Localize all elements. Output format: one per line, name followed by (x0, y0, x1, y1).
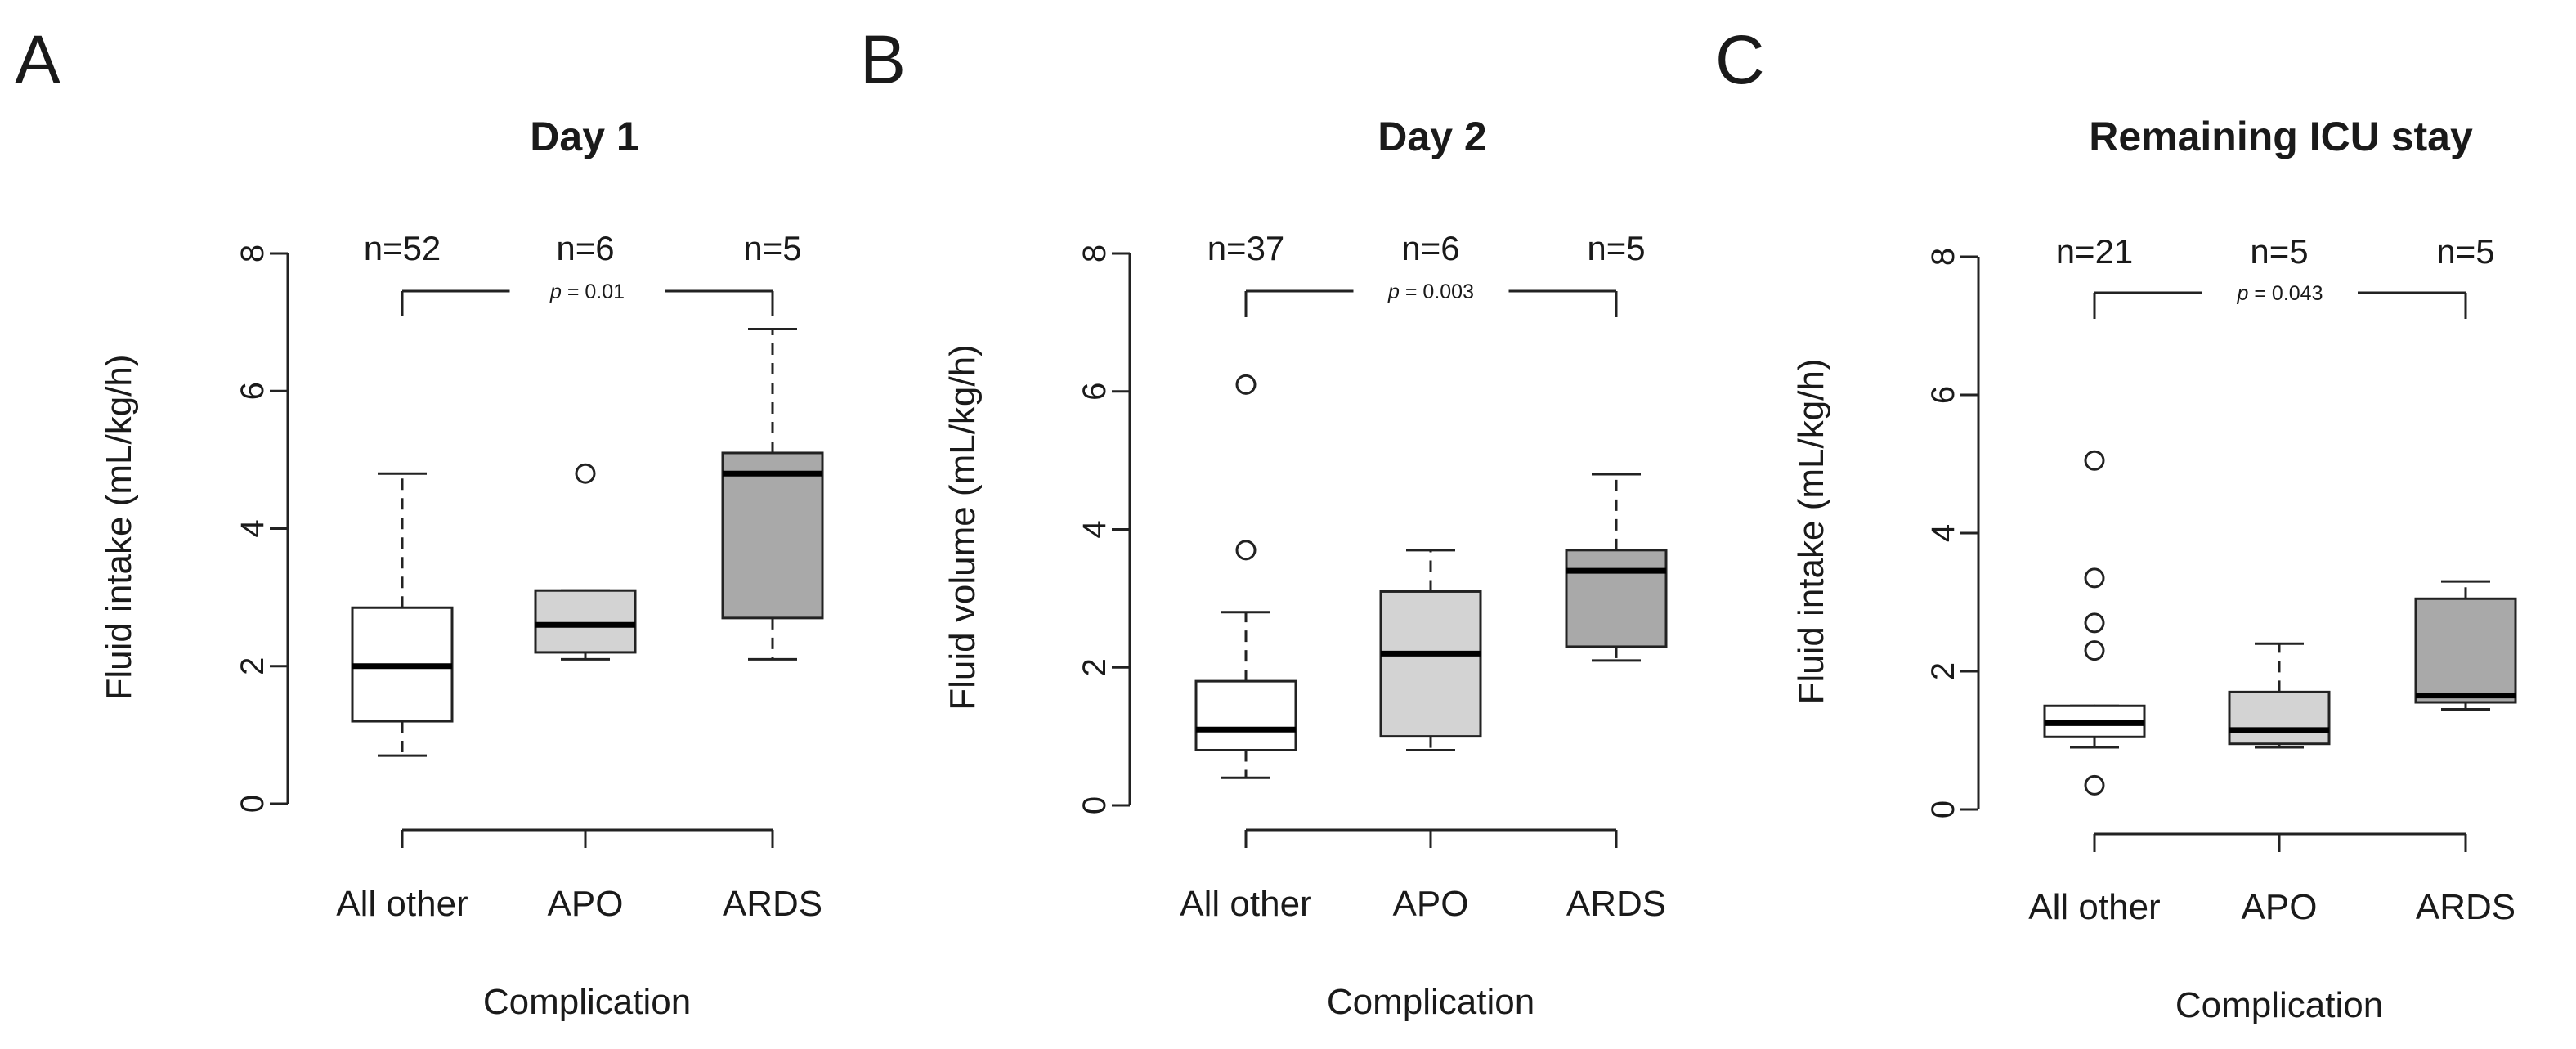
y-tick-label: 2 (1925, 662, 1961, 680)
outlier-point (1235, 540, 1257, 561)
box-ards (1565, 473, 1668, 662)
y-axis: 0 2 4 6 8 (235, 244, 289, 813)
significance-bracket: p = 0.043 (2093, 282, 2467, 319)
box-all-other (1194, 374, 1297, 779)
significance-bracket: p = 0.01 (401, 280, 774, 316)
box-all-other (351, 472, 454, 757)
x-tick-label: APO (1393, 884, 1469, 924)
x-axis: All other APO ARDS (336, 828, 822, 924)
y-tick-label: 0 (1925, 800, 1961, 818)
y-tick-label: 4 (1077, 520, 1113, 538)
sample-size-label: n=5 (743, 229, 801, 267)
sample-size-label: n=52 (364, 229, 441, 267)
x-axis-title: Complication (1327, 982, 1534, 1022)
boxes (2043, 450, 2517, 796)
chart-title: Remaining ICU stay (2089, 114, 2473, 159)
significance-bracket: p = 0.003 (1244, 280, 1618, 317)
sample-size-label: n=6 (1401, 229, 1459, 267)
box-apo (534, 463, 637, 661)
y-tick-label: 2 (1077, 658, 1113, 676)
y-tick-label: 2 (235, 657, 271, 675)
sample-size-labels: n=21 n=5 n=5 (2056, 232, 2495, 271)
x-axis: All other APO ARDS (2028, 832, 2516, 927)
sample-size-label: n=6 (556, 229, 614, 267)
x-tick-label: ARDS (2416, 887, 2516, 927)
x-tick-label: All other (1180, 884, 1311, 924)
x-axis-title: Complication (2175, 985, 2383, 1025)
p-value: = 0.043 (2254, 282, 2323, 305)
y-tick-label: 0 (235, 795, 271, 813)
x-tick-label: ARDS (1566, 884, 1666, 924)
panel-a: A Day 1 Fluid intake (mL/kg/h) Complicat… (15, 21, 824, 1022)
y-axis-title: Fluid intake (mL/kg/h) (99, 354, 139, 700)
p-symbol: p (1387, 280, 1405, 303)
box-apo (2228, 642, 2331, 749)
outlier-point (2084, 774, 2105, 796)
y-axis-title: Fluid volume (mL/kg/h) (943, 344, 983, 710)
iqr-box (534, 589, 637, 654)
y-tick-label: 4 (235, 519, 271, 537)
y-axis-title: Fluid intake (mL/kg/h) (1791, 358, 1831, 704)
p-value-label: p = 0.01 (549, 280, 625, 303)
p-symbol: p (549, 280, 567, 303)
boxes (351, 328, 824, 757)
sample-size-labels: n=52 n=6 n=5 (364, 229, 802, 267)
outlier-point (575, 463, 596, 484)
p-value: = 0.01 (567, 280, 625, 303)
sample-size-label: n=37 (1207, 229, 1285, 267)
y-tick-label: 6 (1925, 386, 1961, 404)
x-tick-label: All other (336, 884, 468, 924)
outlier-point (2084, 612, 2105, 634)
y-tick-label: 8 (235, 244, 271, 262)
sample-size-label: n=5 (2250, 232, 2308, 271)
p-symbol: p (2237, 282, 2255, 305)
x-tick-label: ARDS (723, 884, 822, 924)
sample-size-labels: n=37 n=6 n=5 (1207, 229, 1646, 267)
y-tick-label: 4 (1925, 524, 1961, 542)
x-tick-label: All other (2028, 887, 2160, 927)
y-axis: 0 2 4 6 8 (1077, 244, 1131, 814)
iqr-box (2414, 597, 2517, 704)
panel-letter: C (1715, 21, 1765, 98)
x-axis: All other APO ARDS (1180, 828, 1666, 924)
p-value-label: p = 0.043 (2237, 282, 2323, 305)
iqr-box (2228, 690, 2331, 746)
y-tick-label: 8 (1925, 248, 1961, 266)
box-all-other (2043, 450, 2146, 796)
sample-size-label: n=21 (2056, 232, 2134, 271)
p-value-label: p = 0.003 (1387, 280, 1474, 303)
panel-letter: B (860, 21, 906, 98)
chart-title: Day 1 (530, 114, 638, 159)
outlier-point (2084, 450, 2105, 471)
y-tick-label: 8 (1077, 244, 1113, 262)
iqr-box (721, 451, 824, 620)
iqr-box (1565, 549, 1668, 648)
boxes (1194, 374, 1668, 779)
outlier-point (1235, 374, 1257, 395)
iqr-box (1194, 679, 1297, 751)
outlier-point (2084, 567, 2105, 589)
box-ards (2414, 580, 2517, 711)
y-tick-label: 6 (235, 382, 271, 400)
panel-letter: A (15, 21, 60, 98)
iqr-box (1379, 590, 1482, 738)
box-apo (1379, 549, 1482, 751)
x-tick-label: APO (2242, 887, 2318, 927)
x-axis-title: Complication (483, 982, 691, 1022)
outlier-point (2084, 640, 2105, 661)
y-tick-label: 0 (1077, 796, 1113, 814)
panel-b: B Day 2 Fluid volume (mL/kg/h) Complicat… (860, 21, 1668, 1022)
chart-title: Day 2 (1378, 114, 1486, 159)
x-tick-label: APO (548, 884, 624, 924)
y-axis: 0 2 4 6 8 (1925, 248, 1980, 818)
panel-c: C Remaining ICU stay Fluid intake (mL/kg… (1715, 21, 2517, 1025)
sample-size-label: n=5 (2436, 232, 2494, 271)
sample-size-label: n=5 (1587, 229, 1645, 267)
box-ards (721, 328, 824, 661)
y-tick-label: 6 (1077, 383, 1113, 401)
p-value: = 0.003 (1405, 280, 1474, 303)
